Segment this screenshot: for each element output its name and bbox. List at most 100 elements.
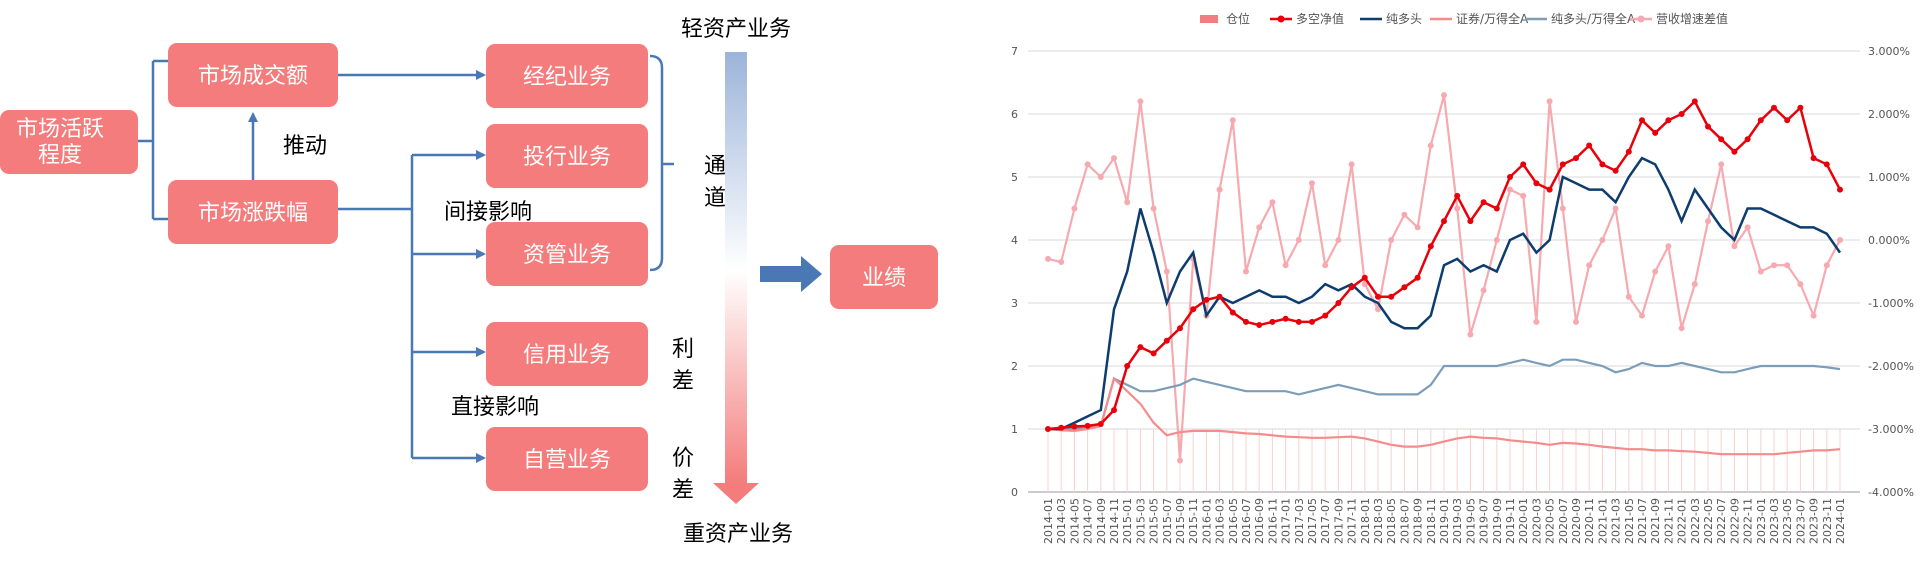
x-tick-label: 2019-11 xyxy=(1504,498,1517,544)
bar-cangwei xyxy=(1799,429,1801,492)
bar-cangwei xyxy=(1311,429,1313,492)
data-point xyxy=(1375,293,1381,300)
data-point xyxy=(1665,117,1672,124)
x-tick-label: 2018-01 xyxy=(1359,498,1372,544)
data-point xyxy=(1309,318,1315,325)
data-point xyxy=(1520,161,1527,168)
chart-grid xyxy=(1028,50,1860,493)
data-point xyxy=(1282,315,1289,322)
data-point xyxy=(1652,129,1659,136)
legend-item: 纯多头 xyxy=(1360,12,1422,26)
data-point xyxy=(1586,142,1593,149)
data-point xyxy=(1533,318,1540,325)
data-point xyxy=(1058,259,1065,266)
data-point xyxy=(1335,300,1342,306)
data-point xyxy=(1546,98,1553,105)
box-asset-management: 资管业务 xyxy=(486,222,648,286)
bar-cangwei xyxy=(1324,429,1326,492)
data-point xyxy=(1414,274,1421,281)
bar-cangwei xyxy=(1522,429,1524,492)
data-point xyxy=(1586,262,1593,269)
box-investment-banking: 投行业务 xyxy=(486,124,648,188)
y-left-tick: 5 xyxy=(1011,171,1018,184)
data-point xyxy=(1520,192,1527,199)
data-point xyxy=(1124,199,1131,206)
bar-cangwei xyxy=(1390,429,1392,492)
data-point xyxy=(1295,237,1302,243)
data-point xyxy=(1322,312,1329,319)
bar-cangwei xyxy=(1417,429,1419,492)
x-tick-label: 2016-07 xyxy=(1240,498,1253,544)
label-price-diff: 价差 xyxy=(672,446,694,503)
bar-cangwei xyxy=(1509,429,1511,492)
data-point xyxy=(1097,174,1104,180)
bar-cangwei xyxy=(1047,429,1049,492)
data-point xyxy=(1810,155,1817,162)
y-right-tick: -2.000% xyxy=(1868,360,1914,373)
x-tick-label: 2021-09 xyxy=(1649,498,1662,544)
data-point xyxy=(1071,423,1078,430)
data-point xyxy=(1705,123,1711,130)
label-spread: 利差 xyxy=(672,337,694,394)
bar-cangwei xyxy=(1403,429,1405,492)
data-point xyxy=(1493,237,1500,243)
series-营收增速差值 xyxy=(1045,92,1843,464)
legend-item: 多空净值 xyxy=(1270,11,1344,26)
data-point xyxy=(1678,325,1685,332)
svg-text:经纪业务: 经纪业务 xyxy=(523,65,611,90)
bar-cangwei xyxy=(1298,429,1300,492)
svg-text:业绩: 业绩 xyxy=(862,266,906,291)
x-tick-label: 2018-11 xyxy=(1425,498,1438,544)
y-left-tick: 7 xyxy=(1011,45,1018,58)
data-point xyxy=(1467,331,1474,338)
x-tick-label: 2016-05 xyxy=(1227,498,1240,544)
data-point xyxy=(1691,98,1698,105)
data-point xyxy=(1177,457,1183,464)
label-light-asset: 轻资产业务 xyxy=(681,17,791,42)
svg-text:投行业务: 投行业务 xyxy=(523,145,611,170)
y-left-tick: 6 xyxy=(1011,108,1018,121)
x-tick-label: 2019-07 xyxy=(1478,498,1491,544)
data-point xyxy=(1177,325,1183,332)
asset-gradient-arrow xyxy=(713,52,759,504)
y-right-tick: -1.000% xyxy=(1868,297,1914,310)
bar-cangwei xyxy=(1364,429,1366,492)
box-proprietary: 自营业务 xyxy=(486,427,648,491)
data-point xyxy=(1612,205,1619,212)
legend-item: 纯多头/万得全A xyxy=(1525,11,1636,26)
x-tick-label: 2016-01 xyxy=(1200,498,1213,544)
line-series xyxy=(1045,92,1843,464)
data-point xyxy=(1269,199,1276,206)
label-indirect: 间接影响 xyxy=(444,200,532,225)
business-diagram: 市场活跃程度 市场成交额 市场涨跌幅 经纪业务 投行业务 资管业务 信用业务 自… xyxy=(0,17,938,547)
data-point xyxy=(1401,211,1408,218)
svg-text:资管业务: 资管业务 xyxy=(523,243,611,268)
x-tick-label: 2023-07 xyxy=(1794,498,1807,544)
bar-cangwei xyxy=(1285,429,1287,492)
x-tick-label: 2022-09 xyxy=(1728,498,1741,544)
y-axis-left: 0 1 2 3 4 5 6 7 xyxy=(1011,45,1018,499)
series-line xyxy=(1047,94,1841,461)
svg-text:市场涨跌幅: 市场涨跌幅 xyxy=(198,201,308,226)
x-tick-label: 2020-03 xyxy=(1530,498,1543,544)
bar-cangwei xyxy=(1469,429,1471,492)
bar-cangwei xyxy=(1153,429,1155,492)
data-point xyxy=(1797,281,1804,288)
bar-cangwei xyxy=(1192,429,1194,492)
label-channel: 通道 xyxy=(704,154,726,211)
y-right-tick: 1.000% xyxy=(1868,171,1910,184)
bar-cangwei xyxy=(1667,429,1669,492)
bar-cangwei xyxy=(1720,429,1722,492)
data-point xyxy=(1243,268,1249,275)
x-tick-label: 2014-09 xyxy=(1095,498,1108,544)
x-axis: 2014-01 2014-03 2014-05 2014-07 2014-09 2014-… xyxy=(1042,498,1847,544)
legend-label: 纯多头 xyxy=(1386,12,1422,26)
data-point xyxy=(1388,237,1395,243)
legend-item: 证券/万得全A xyxy=(1430,11,1529,26)
bar-cangwei xyxy=(1562,429,1564,492)
bar-cangwei xyxy=(1337,429,1339,492)
data-point xyxy=(1335,237,1342,243)
data-point xyxy=(1625,148,1632,155)
data-point xyxy=(1810,312,1817,319)
data-point xyxy=(1771,262,1777,269)
